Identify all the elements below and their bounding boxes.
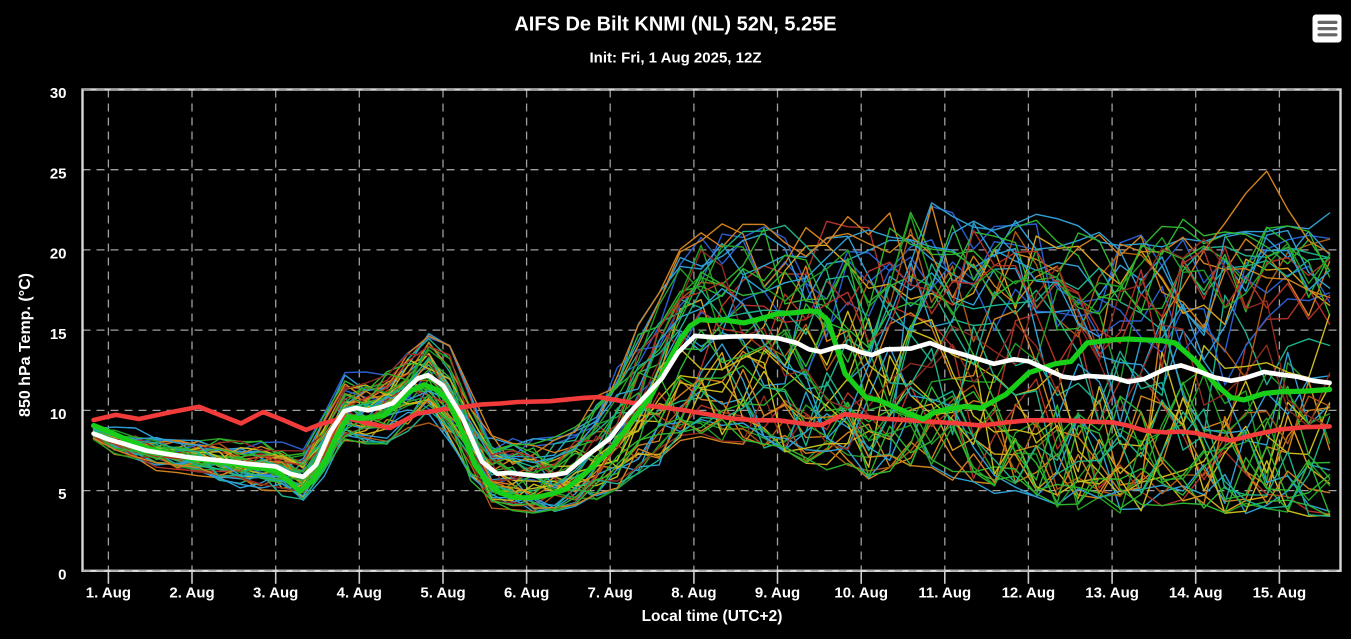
svg-text:7. Aug: 7. Aug xyxy=(588,585,633,602)
svg-text:850 hPa Temp. (°C): 850 hPa Temp. (°C) xyxy=(17,273,34,417)
svg-text:0: 0 xyxy=(58,566,66,583)
svg-text:Local time (UTC+2): Local time (UTC+2) xyxy=(642,608,783,625)
svg-text:5: 5 xyxy=(58,486,66,503)
svg-text:15. Aug: 15. Aug xyxy=(1253,585,1307,602)
svg-text:15: 15 xyxy=(50,326,67,343)
svg-text:1. Aug: 1. Aug xyxy=(86,585,131,602)
svg-text:10: 10 xyxy=(50,406,67,423)
svg-text:13. Aug: 13. Aug xyxy=(1085,585,1139,602)
svg-text:9. Aug: 9. Aug xyxy=(755,585,800,602)
svg-text:25: 25 xyxy=(50,165,67,182)
svg-text:AIFS De Bilt KNMI (NL) 52N, 5.: AIFS De Bilt KNMI (NL) 52N, 5.25E xyxy=(514,14,836,36)
svg-text:4. Aug: 4. Aug xyxy=(337,585,382,602)
svg-text:12. Aug: 12. Aug xyxy=(1002,585,1056,602)
svg-text:5. Aug: 5. Aug xyxy=(420,585,465,602)
svg-text:3. Aug: 3. Aug xyxy=(253,585,298,602)
svg-text:11. Aug: 11. Aug xyxy=(918,585,971,602)
svg-text:Init: Fri, 1 Aug 2025, 12Z: Init: Fri, 1 Aug 2025, 12Z xyxy=(590,50,762,67)
svg-text:20: 20 xyxy=(50,246,67,263)
svg-text:30: 30 xyxy=(50,85,67,102)
svg-text:8. Aug: 8. Aug xyxy=(671,585,716,602)
svg-text:2. Aug: 2. Aug xyxy=(169,585,214,602)
svg-text:14. Aug: 14. Aug xyxy=(1169,585,1223,602)
svg-text:10. Aug: 10. Aug xyxy=(834,585,888,602)
svg-text:6. Aug: 6. Aug xyxy=(504,585,549,602)
